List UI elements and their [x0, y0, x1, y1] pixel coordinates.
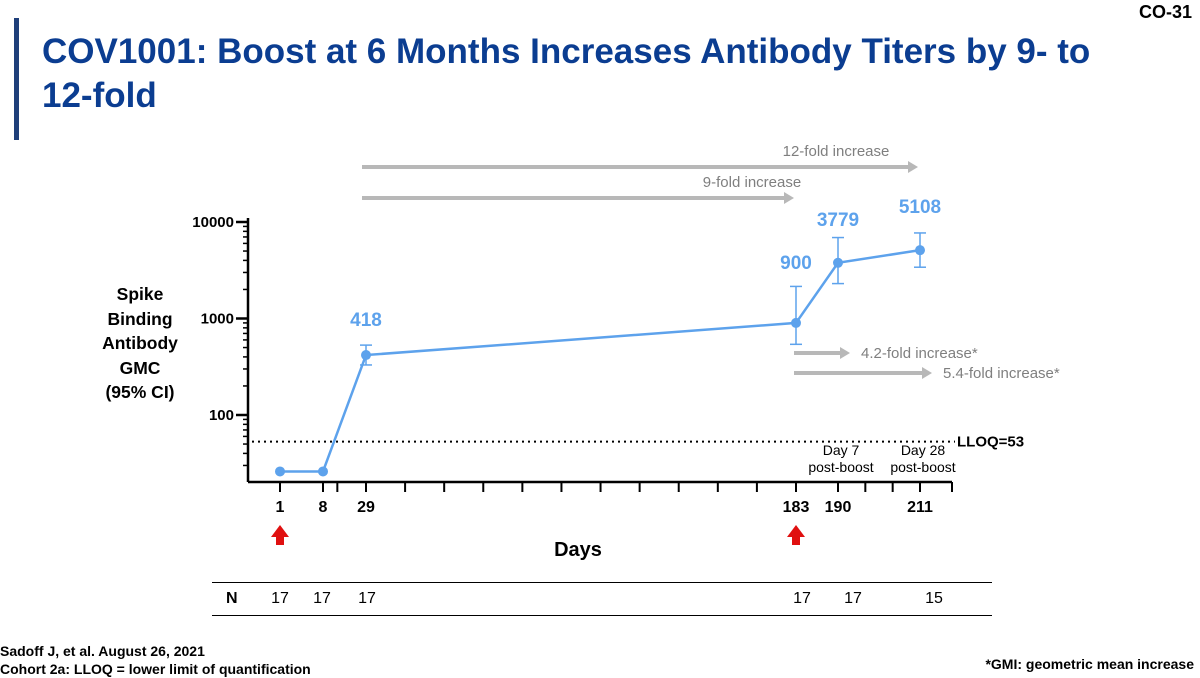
footnote-reference: Sadoff J, et al. August 26, 2021 Cohort … — [0, 642, 311, 678]
fold-arrow-head — [908, 161, 918, 173]
x-tick-label: 29 — [357, 499, 375, 516]
y-axis-label-line: Binding — [107, 308, 173, 329]
x-tick-label: 211 — [907, 499, 933, 516]
x-axis-title: Days — [554, 539, 602, 561]
data-label: 3779 — [817, 210, 859, 231]
data-point — [275, 466, 285, 477]
boost-annotation-label: post-boost — [890, 459, 955, 475]
n-table-cell: 15 — [925, 590, 943, 607]
data-point — [318, 466, 328, 477]
y-axis-label-line: Spike — [116, 284, 164, 304]
y-axis-label: Spike Binding Antibody GMC (95% CI) — [60, 282, 220, 405]
boost-annotation-day: Day 28 — [901, 442, 946, 458]
x-tick-label: 1 — [276, 499, 285, 516]
y-tick-label: 100 — [209, 407, 234, 424]
fold-arrow-label: 12-fold increase — [783, 143, 890, 160]
n-table-cell: 17 — [793, 590, 811, 607]
data-label: 5108 — [899, 197, 941, 218]
x-tick-label: 8 — [319, 499, 328, 516]
n-table-cell: 17 — [358, 590, 376, 607]
data-point — [791, 317, 801, 328]
boost-annotation-day: Day 7 — [823, 442, 860, 458]
dose-arrow-icon — [787, 525, 805, 545]
y-axis-label-line: GMC — [119, 357, 161, 378]
y-axis-label-line: (95% CI) — [105, 382, 175, 402]
n-table-label: N — [226, 590, 238, 607]
fold-arrow-head — [922, 367, 932, 379]
data-label: 900 — [780, 253, 812, 274]
n-table-cell: 17 — [313, 590, 331, 607]
x-tick-label: 190 — [825, 499, 852, 516]
fold-arrow-head — [784, 192, 794, 204]
title-accent-bar — [14, 18, 19, 140]
data-point — [361, 350, 371, 361]
data-point — [833, 257, 843, 268]
footnote-citation: Sadoff J, et al. August 26, 2021 — [0, 643, 205, 659]
lloq-label: LLOQ=53 — [957, 434, 1024, 451]
n-table-cell: 17 — [271, 590, 289, 607]
fold-arrow-head — [840, 347, 850, 359]
fold-arrow-label: 9-fold increase — [703, 174, 801, 191]
data-label: 418 — [350, 310, 382, 331]
series-line — [280, 248, 921, 473]
n-table: N 17 17 17 17 17 15 — [212, 582, 992, 616]
n-table-cell: 17 — [844, 590, 862, 607]
y-tick-label: 1000 — [201, 311, 234, 328]
dose-arrow-icon — [271, 525, 289, 545]
y-axis-label-line: Antibody — [102, 333, 178, 353]
fold-arrow-label: 4.2-fold increase* — [861, 345, 978, 362]
data-point — [915, 245, 925, 256]
footnote-definition: Cohort 2a: LLOQ = lower limit of quantif… — [0, 661, 311, 677]
y-tick-label: 10000 — [192, 214, 234, 231]
boost-annotation-label: post-boost — [808, 459, 873, 475]
slide-title: COV1001: Boost at 6 Months Increases Ant… — [42, 32, 1091, 115]
x-tick-label: 183 — [783, 499, 810, 516]
slide-number: CO-31 — [1138, 2, 1192, 22]
fold-arrow-label: 5.4-fold increase* — [943, 365, 1060, 382]
footnote-gmi: *GMI: geometric mean increase — [985, 656, 1194, 672]
